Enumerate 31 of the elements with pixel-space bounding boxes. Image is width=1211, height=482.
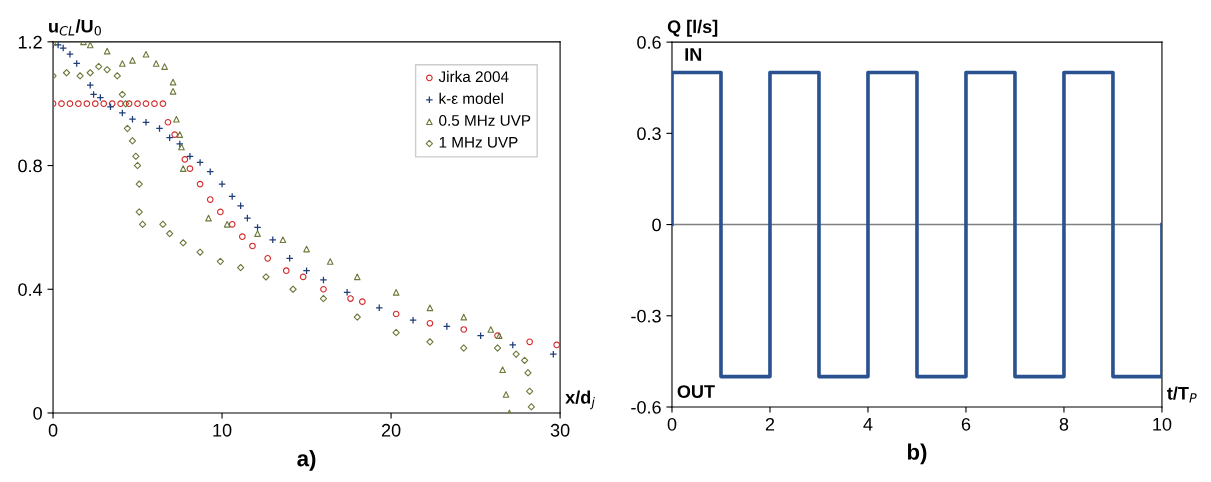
legend-label: 1 MHz UVP: [439, 137, 518, 148]
x-tick-label: 0: [667, 417, 677, 431]
x-axis-title: t/T$_{P}$: [1167, 386, 1197, 403]
x-tick-label: 4: [863, 418, 873, 431]
y-tick-label: 0: [652, 218, 661, 232]
y-tick-label: 0: [33, 406, 42, 420]
y-tick-label: 1.2: [18, 35, 42, 49]
y-tick-label: 0.4: [18, 283, 43, 296]
legend-label: Jirka 2004: [438, 70, 509, 83]
y-tick-label: 0.3: [637, 127, 661, 141]
y-tick-label: 0.8: [18, 159, 42, 173]
text: a): [297, 450, 316, 471]
x-tick-label: 30: [550, 423, 570, 437]
y-axis-title: u$_{CL}$/U$_{0}$: [49, 19, 101, 36]
y-tick-label: -0.3: [631, 309, 661, 323]
y-tick-label: -0.6: [631, 400, 661, 414]
x-tick-label: 20: [381, 423, 401, 437]
x-tick-label: 0: [48, 423, 58, 437]
legend-label: 0.5 MHz UVP: [439, 115, 531, 126]
y-tick-label: 0.6: [637, 36, 661, 49]
annotation: IN: [685, 48, 702, 61]
text: b): [907, 443, 927, 465]
annotation: OUT: [677, 385, 715, 398]
x-tick-label: 10: [213, 423, 232, 437]
y-axis-title: Q [l/s]: [667, 19, 718, 37]
x-tick-label: 6: [961, 417, 971, 431]
x-tick-label: 8: [1059, 417, 1069, 431]
x-tick-label: 10: [1153, 417, 1172, 431]
x-tick-label: 2: [765, 417, 775, 431]
x-axis-title: x/d$_{j}$: [565, 390, 595, 410]
legend-label: k-ε model: [439, 92, 503, 104]
